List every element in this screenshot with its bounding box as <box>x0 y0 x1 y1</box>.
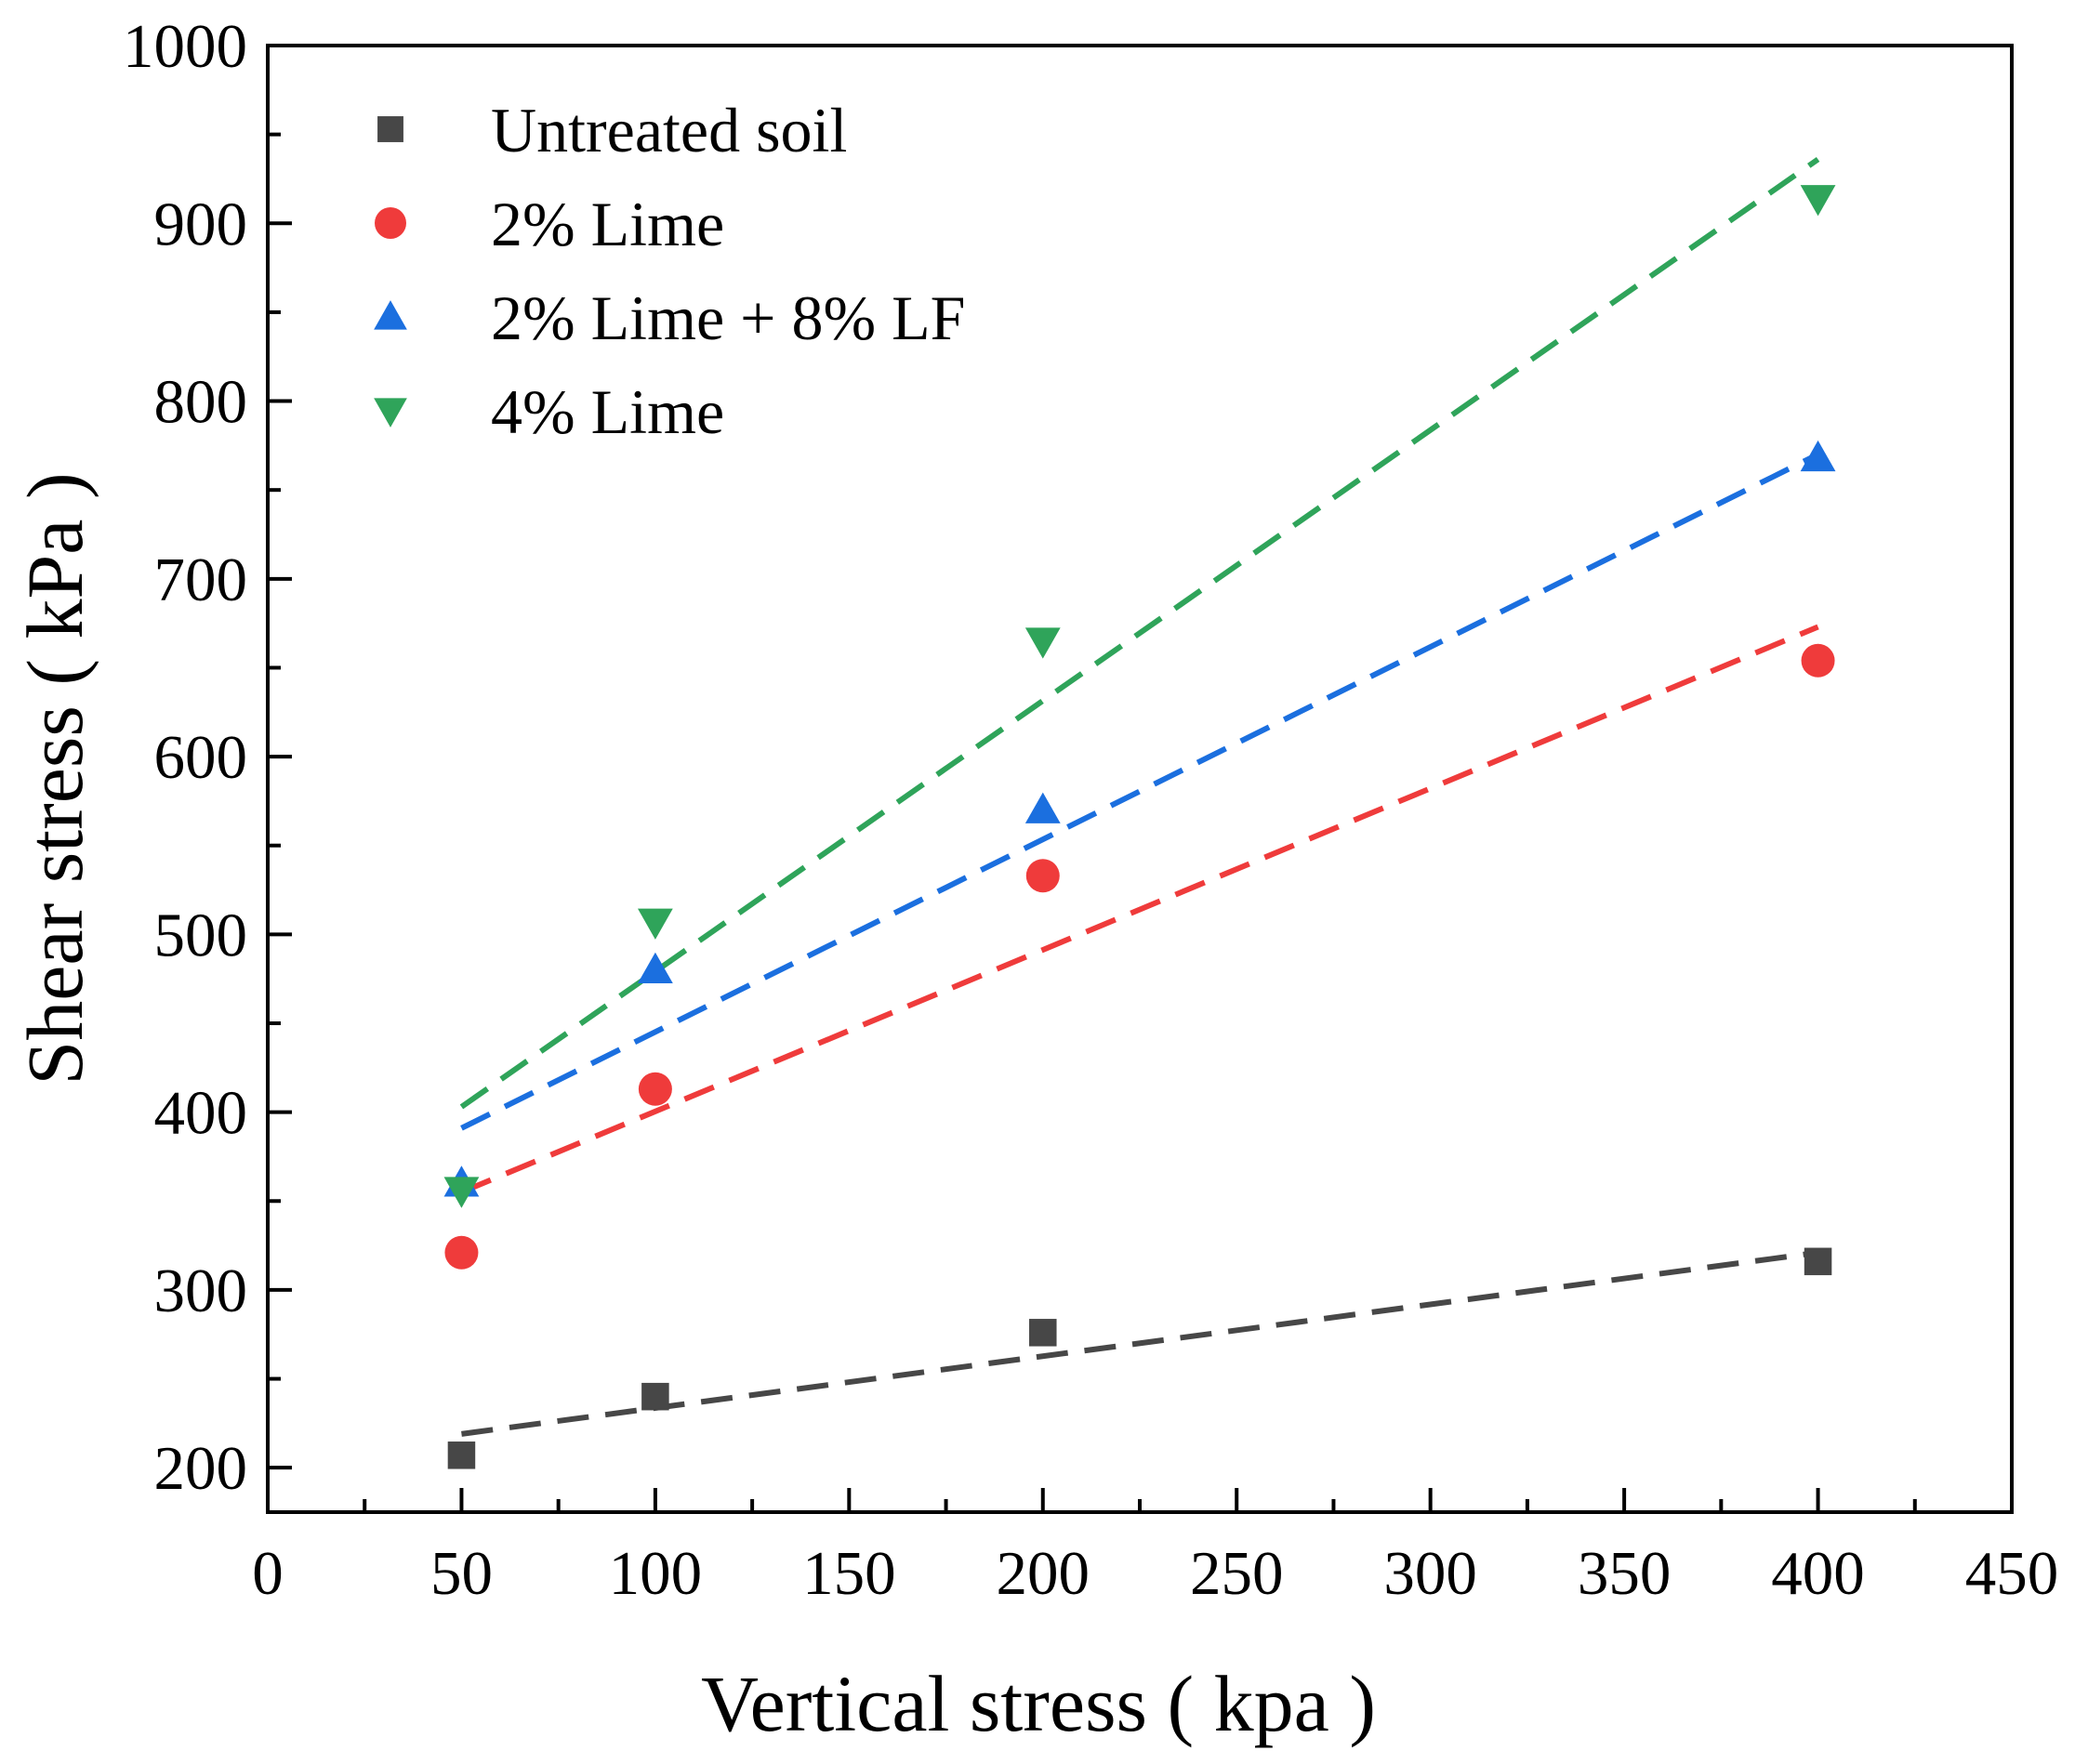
y-tick-label: 900 <box>154 190 248 258</box>
data-point <box>1801 643 1835 678</box>
x-axis: 0 50 100 150 200 250 300 350 400 450 <box>252 1488 2058 1608</box>
series-markers <box>447 1247 1832 1469</box>
legend: Untreated soil 2% Lime 2% Lime + 8% LF 4% L… <box>374 95 966 447</box>
data-markers <box>443 185 1836 1469</box>
legend-item: 4% Lime <box>374 376 724 447</box>
x-tick-label: 150 <box>802 1539 896 1608</box>
series-markers <box>444 643 1835 1270</box>
x-tick-label: 200 <box>997 1539 1090 1608</box>
x-tick-label: 450 <box>1965 1539 2059 1608</box>
data-point <box>638 1072 672 1106</box>
y-tick-label: 600 <box>154 723 248 792</box>
x-tick-label: 50 <box>430 1539 493 1608</box>
y-axis-title: Shear stress ( kPa ) <box>10 472 99 1085</box>
legend-label: 2% Lime + 8% LF <box>491 283 966 353</box>
data-point <box>443 1177 480 1208</box>
data-point <box>637 952 673 984</box>
x-tick-label: 100 <box>609 1539 703 1608</box>
legend-item: 2% Lime <box>375 189 724 259</box>
legend-label: Untreated soil <box>491 95 847 165</box>
data-point <box>444 1235 479 1270</box>
data-point <box>1029 1319 1057 1347</box>
legend-marker <box>375 207 406 239</box>
legend-marker <box>377 116 403 142</box>
data-point <box>1804 1247 1832 1276</box>
y-tick-label: 300 <box>154 1257 248 1325</box>
y-tick-label: 1000 <box>123 12 247 81</box>
legend-label: 2% Lime <box>491 189 724 259</box>
x-tick-label: 0 <box>252 1539 284 1608</box>
legend-label: 4% Lime <box>491 376 724 447</box>
x-tick-label: 350 <box>1578 1539 1672 1608</box>
data-point <box>1025 859 1060 893</box>
y-tick-label: 400 <box>154 1079 248 1148</box>
data-point <box>1800 440 1836 472</box>
legend-marker <box>374 398 407 428</box>
fit-line <box>461 1249 1818 1437</box>
x-tick-label: 250 <box>1190 1539 1284 1608</box>
y-tick-label: 800 <box>154 368 248 437</box>
data-point <box>1024 627 1061 659</box>
legend-item: 2% Lime + 8% LF <box>374 283 966 353</box>
legend-marker <box>374 300 407 330</box>
fit-lines <box>459 156 1820 1437</box>
series-markers <box>443 185 1836 1208</box>
data-point <box>641 1382 669 1411</box>
y-axis: 200 300 400 500 600 700 800 900 1000 <box>123 12 292 1503</box>
fit-line <box>460 624 1819 1195</box>
legend-item: Untreated soil <box>377 95 847 165</box>
data-point <box>637 908 673 940</box>
x-axis-title: Vertical stress ( kpa ) <box>701 1659 1376 1748</box>
x-tick-label: 300 <box>1383 1539 1477 1608</box>
fit-line <box>460 452 1819 1131</box>
data-point <box>1024 792 1061 823</box>
x-tick-label: 400 <box>1771 1539 1865 1608</box>
y-tick-label: 500 <box>154 901 248 969</box>
data-point <box>447 1441 476 1469</box>
data-point <box>1800 185 1836 217</box>
y-tick-label: 200 <box>154 1434 248 1503</box>
y-tick-label: 700 <box>154 546 248 614</box>
fit-line <box>459 156 1820 1110</box>
